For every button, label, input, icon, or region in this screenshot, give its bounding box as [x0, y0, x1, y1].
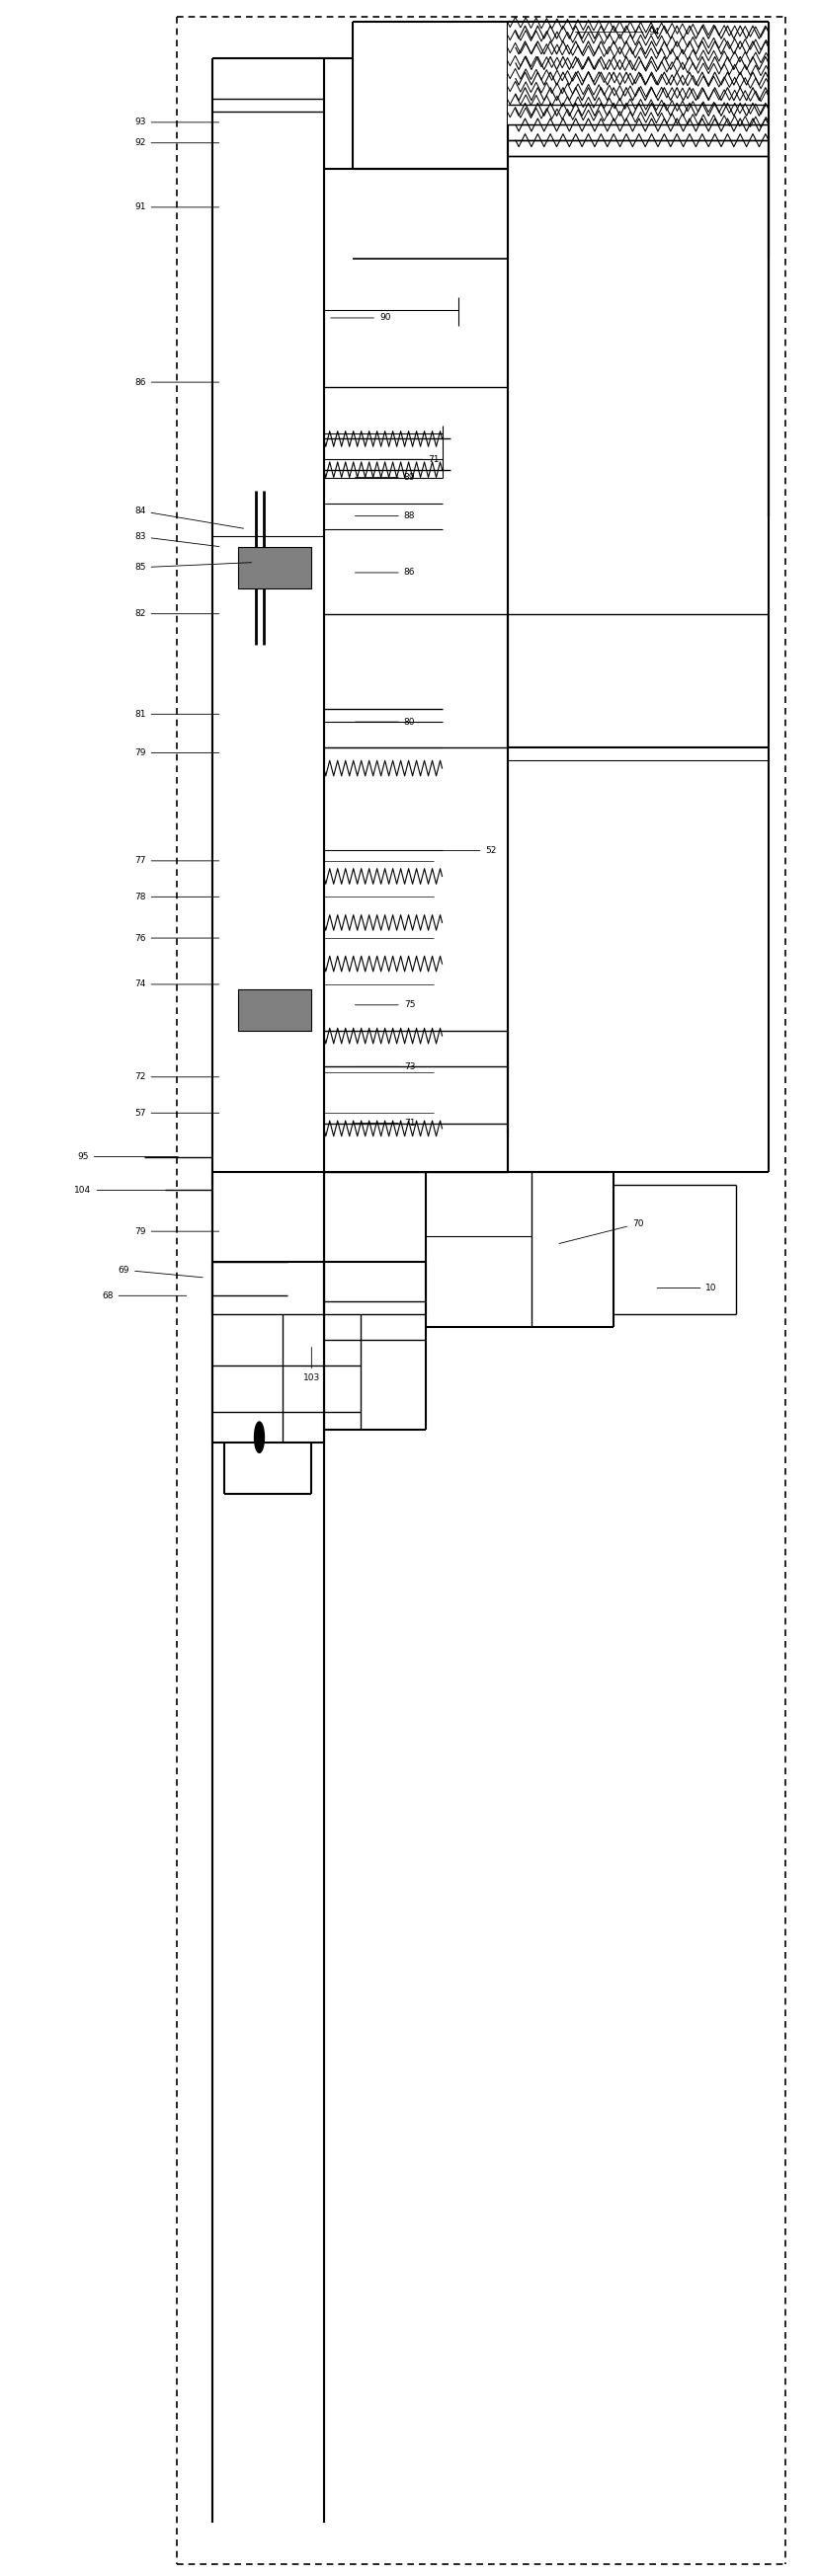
- Text: 75: 75: [355, 999, 415, 1010]
- Text: 91: 91: [134, 204, 218, 211]
- Text: 52: 52: [436, 845, 497, 855]
- Text: 57: 57: [134, 1108, 218, 1118]
- Text: 76: 76: [134, 933, 218, 943]
- Text: 95: 95: [77, 1151, 178, 1162]
- Text: 71: 71: [379, 456, 439, 464]
- Text: 81: 81: [134, 711, 218, 719]
- Bar: [238, 546, 311, 587]
- Text: 68: 68: [101, 1291, 187, 1301]
- Bar: [212, 59, 323, 2522]
- Text: 79: 79: [134, 1226, 218, 1236]
- Text: 77: 77: [134, 855, 218, 866]
- Text: 71: 71: [355, 1118, 415, 1128]
- Text: 69: 69: [118, 1265, 203, 1278]
- Text: 73: 73: [355, 1061, 415, 1072]
- Text: 103: 103: [303, 1347, 320, 1383]
- Text: 86: 86: [134, 379, 218, 386]
- Text: 10: 10: [656, 1283, 717, 1293]
- Text: 85: 85: [134, 562, 251, 572]
- Text: 79: 79: [134, 747, 218, 757]
- Text: 78: 78: [134, 891, 218, 902]
- Text: 80: 80: [355, 719, 415, 726]
- Text: 74: 74: [134, 979, 218, 989]
- Text: 89: 89: [355, 474, 415, 482]
- Text: 82: 82: [134, 611, 218, 618]
- Text: 90: 90: [330, 314, 390, 322]
- Bar: [238, 989, 311, 1030]
- Text: 86: 86: [355, 569, 415, 577]
- Text: 70: 70: [559, 1218, 643, 1244]
- Text: 72: 72: [134, 1072, 218, 1082]
- Text: 88: 88: [355, 513, 415, 520]
- Text: 92: 92: [134, 139, 218, 147]
- Text: 93: 93: [134, 118, 218, 126]
- Circle shape: [254, 1422, 264, 1453]
- Text: 94: 94: [575, 28, 659, 36]
- Text: 104: 104: [74, 1185, 178, 1195]
- Text: 83: 83: [134, 533, 218, 546]
- Text: 84: 84: [134, 507, 243, 528]
- Bar: [508, 23, 767, 124]
